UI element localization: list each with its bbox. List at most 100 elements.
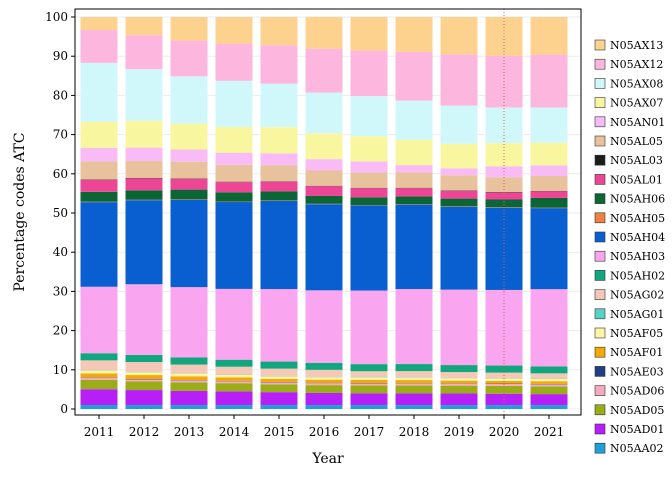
bar-segment-n05ah03 — [215, 288, 253, 360]
bar-segment-n05aa02 — [350, 405, 388, 409]
bar-segment-n05ax07 — [260, 127, 298, 154]
bar-segment-n05ah02 — [440, 365, 478, 373]
x-tick-label: 2018 — [399, 425, 430, 439]
bar-segment-n05al01 — [260, 181, 298, 192]
bar-segment-n05ax13 — [440, 17, 478, 55]
bar-segment-n05ad01 — [170, 390, 208, 406]
bar-segment-n05ah04 — [440, 206, 478, 290]
legend-swatch — [594, 327, 606, 339]
bar-segment-n05ad06 — [395, 383, 433, 386]
bar-segment-n05an01 — [305, 159, 343, 171]
bar-segment-n05al01 — [350, 188, 388, 198]
bar-segment-n05ad05 — [80, 379, 118, 390]
bar-segment-n05al05 — [485, 177, 523, 193]
bar-segment-n05ax08 — [260, 83, 298, 128]
bar-segment-n05ag02 — [440, 372, 478, 378]
bar-segment-n05ax07 — [80, 121, 118, 148]
bar-segment-n05ag02 — [80, 360, 118, 371]
bar-segment-n05an01 — [125, 147, 163, 162]
bar-segment-n05ag02 — [215, 366, 253, 375]
legend-swatch — [594, 39, 606, 51]
x-tick-label: 2020 — [489, 425, 520, 439]
bar-segment-n05af05 — [215, 374, 253, 378]
legend-swatch — [594, 97, 606, 108]
legend-label: N05AH03 — [610, 250, 665, 263]
bar-segment-n05ad06 — [530, 384, 568, 387]
bar-segment-n05an01 — [395, 165, 433, 173]
legend-item-n05ah05: N05AH05 — [594, 212, 665, 225]
bar-segment-n05ad05 — [440, 385, 478, 394]
legend-item-n05aa02: N05AA02 — [594, 442, 664, 455]
bar-segment-n05ah03 — [170, 287, 208, 358]
bar-stack-2016 — [305, 17, 343, 409]
bar-segment-n05ag02 — [305, 369, 343, 377]
y-tick-label: 70 — [53, 128, 68, 142]
bar-segment-n05ax13 — [215, 17, 253, 44]
legend-item-n05ax13: N05AX13 — [594, 39, 663, 52]
legend-label: N05AD05 — [610, 404, 664, 417]
bar-segment-n05ah06 — [530, 197, 568, 208]
bar-segment-n05ah04 — [170, 199, 208, 288]
legend-label: N05AD01 — [610, 423, 664, 436]
legend-item-n05al01: N05AL01 — [594, 173, 663, 186]
x-tick-label: 2012 — [129, 425, 160, 439]
bar-segment-n05ax12 — [530, 54, 568, 108]
bar-segment-n05al05 — [440, 175, 478, 191]
bar-segment-n05an01 — [530, 165, 568, 176]
legend-item-n05ae03: N05AE03 — [594, 365, 664, 378]
x-axis: 2011 2012 2013 2014 2015 2016 2017 2018 2019 2020… — [84, 415, 564, 439]
legend-item-n05ad01: N05AD01 — [594, 423, 664, 436]
bar-segment-n05ad05 — [395, 385, 433, 394]
legend-label: N05AX13 — [610, 39, 663, 52]
bar-segment-n05ag02 — [260, 368, 298, 377]
bar-segment-n05al01 — [440, 190, 478, 199]
bar-segment-n05ah06 — [215, 192, 253, 202]
bar-segment-n05ad01 — [350, 393, 388, 406]
x-tick-label: 2019 — [444, 425, 475, 439]
legend-label: N05AG01 — [610, 308, 664, 321]
bar-segment-n05an01 — [440, 168, 478, 176]
legend-label: N05AE03 — [610, 365, 664, 378]
legend-label: N05AA02 — [610, 442, 664, 455]
bar-segment-n05ad06 — [125, 379, 163, 382]
y-tick-label: 40 — [53, 245, 68, 259]
bar-segment-n05ah04 — [80, 202, 118, 287]
bar-segment-n05al05 — [260, 165, 298, 182]
bar-segment-n05ad01 — [305, 392, 343, 406]
bar-segment-n05ah02 — [530, 366, 568, 374]
legend-swatch — [594, 423, 606, 435]
bar-stack-2011 — [80, 17, 118, 409]
bar-stack-2021 — [530, 17, 568, 409]
bar-segment-n05ax07 — [215, 126, 253, 153]
bar-segment-n05al01 — [530, 191, 568, 198]
legend-item-n05af05: N05AF05 — [594, 327, 663, 340]
bar-stack-2012 — [125, 17, 163, 409]
bar-segment-n05al05 — [170, 161, 208, 179]
bar-segment-n05af05 — [350, 377, 388, 380]
legend-item-n05ax08: N05AX08 — [594, 77, 663, 90]
y-tick-label: 10 — [53, 363, 68, 377]
x-tick-label: 2015 — [264, 425, 295, 439]
x-tick-label: 2014 — [219, 425, 250, 439]
legend-swatch — [594, 116, 606, 128]
bar-segment-n05ax08 — [80, 62, 118, 122]
bar-segment-n05ah04 — [395, 204, 433, 290]
y-tick-label: 80 — [53, 88, 68, 102]
legend-label: N05AG02 — [610, 289, 664, 302]
bar-segment-n05ah06 — [170, 189, 208, 200]
bar-segment-n05ah04 — [215, 202, 253, 289]
bar-segment-n05ax07 — [395, 139, 433, 166]
bar-segment-n05ax08 — [440, 105, 478, 144]
bar-segment-n05ad06 — [170, 380, 208, 383]
bar-segment-n05ax12 — [440, 54, 478, 106]
bar-segment-n05ah03 — [305, 290, 343, 363]
bar-segment-n05ax12 — [80, 30, 118, 63]
bar-segment-n05af01 — [395, 380, 433, 384]
bar-segment-n05ah02 — [125, 354, 163, 363]
bar-segment-n05ah04 — [350, 205, 388, 291]
legend-item-n05ah03: N05AH03 — [594, 250, 665, 263]
bar-segment-n05af05 — [530, 378, 568, 382]
bar-segment-n05al05 — [80, 161, 118, 180]
bar-segment-n05ax07 — [440, 143, 478, 169]
bar-segment-n05al01 — [80, 179, 118, 192]
